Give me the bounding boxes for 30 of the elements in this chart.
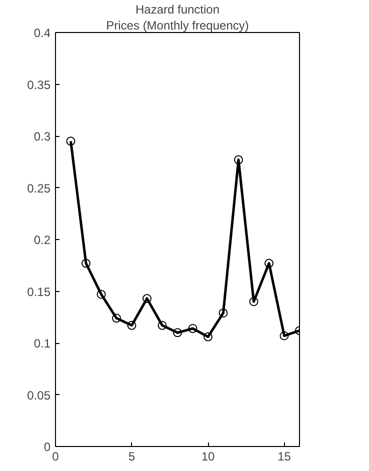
y-tick-label: 0.35: [27, 78, 51, 92]
y-tick-label: 0.1: [34, 336, 51, 350]
point: [234, 155, 243, 164]
y-tick-label: 0.4: [34, 26, 51, 40]
y-tick-label: 0.2: [34, 233, 51, 247]
y-tick-label: 0.3: [34, 130, 51, 144]
point: [142, 294, 152, 303]
x-tick-label: 5: [128, 450, 136, 464]
point: [158, 320, 167, 330]
point: [204, 332, 212, 342]
chart-title: Hazard function: [135, 2, 220, 16]
chart-subtitle: Prices (Monthly frequency): [106, 18, 249, 32]
point: [82, 258, 90, 268]
x-tick-label: 15: [278, 450, 292, 464]
y-tick-label: 0.15: [27, 284, 51, 299]
point: [218, 308, 228, 318]
point: [264, 258, 274, 268]
point: [173, 328, 182, 338]
x-tick-label: 10: [201, 450, 215, 464]
point: [280, 331, 289, 340]
point: [66, 136, 76, 146]
y-tick-label: 0: [44, 440, 51, 454]
point: [96, 290, 106, 299]
point: [188, 324, 198, 333]
point: [112, 314, 121, 323]
point: [249, 297, 258, 306]
y-tick-label: 0.25: [27, 181, 51, 196]
point: [127, 320, 136, 330]
x-tick-label: 0: [52, 450, 60, 464]
y-tick-label: 0.05: [27, 388, 51, 402]
